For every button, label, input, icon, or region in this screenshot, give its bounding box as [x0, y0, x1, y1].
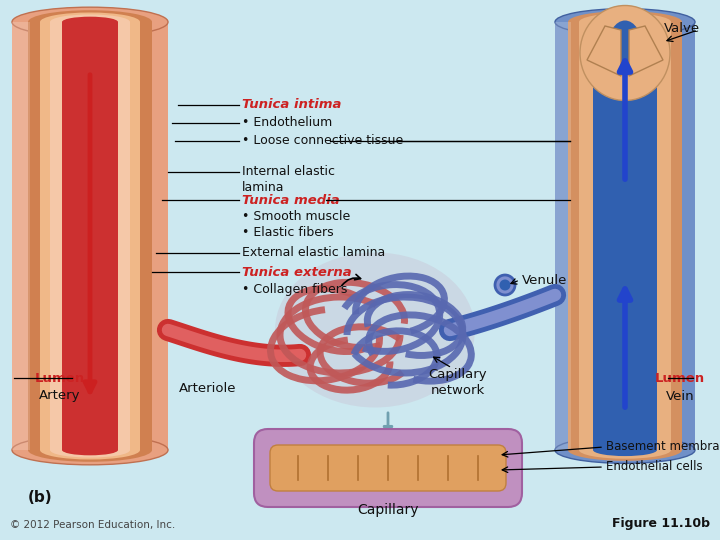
Text: Tunica externa: Tunica externa [242, 266, 352, 279]
Text: Capillary
network: Capillary network [428, 368, 487, 397]
Ellipse shape [62, 17, 118, 28]
Ellipse shape [40, 12, 140, 31]
Polygon shape [629, 26, 663, 76]
Text: • Collagen fibers: • Collagen fibers [242, 282, 347, 295]
Ellipse shape [555, 9, 695, 35]
Bar [50, 22, 130, 450]
FancyBboxPatch shape [270, 445, 506, 491]
Ellipse shape [568, 439, 682, 461]
Ellipse shape [12, 7, 168, 37]
Text: Lumen: Lumen [655, 372, 705, 384]
Bar [28, 22, 152, 450]
Ellipse shape [28, 10, 152, 34]
Text: Internal elastic
lamina: Internal elastic lamina [242, 165, 335, 194]
Text: • Loose connective tissue: • Loose connective tissue [242, 134, 403, 147]
Ellipse shape [50, 442, 130, 457]
Ellipse shape [593, 444, 657, 456]
Ellipse shape [62, 444, 118, 455]
Text: Valve: Valve [664, 22, 700, 35]
Ellipse shape [40, 441, 140, 460]
Ellipse shape [568, 11, 682, 33]
Ellipse shape [555, 437, 695, 463]
FancyBboxPatch shape [254, 429, 522, 507]
Bar [593, 22, 657, 450]
Ellipse shape [608, 21, 642, 76]
Text: • Elastic fibers: • Elastic fibers [242, 226, 333, 240]
Bar [12, 22, 168, 450]
Text: Venule: Venule [522, 273, 567, 287]
Ellipse shape [495, 275, 515, 295]
Text: Endothelial cells: Endothelial cells [606, 461, 703, 474]
Text: External elastic lamina: External elastic lamina [242, 246, 385, 260]
Ellipse shape [50, 15, 130, 30]
Text: Tunica media: Tunica media [242, 193, 340, 206]
Text: Lumen: Lumen [35, 372, 85, 384]
Polygon shape [587, 26, 621, 76]
Text: Figure 11.10b: Figure 11.10b [612, 517, 710, 530]
Bar [579, 22, 671, 450]
Text: Tunica intima: Tunica intima [242, 98, 341, 111]
Ellipse shape [579, 441, 671, 459]
Ellipse shape [275, 253, 475, 408]
Text: • Endothelium: • Endothelium [242, 117, 332, 130]
Bar [62, 22, 118, 450]
Ellipse shape [580, 5, 670, 100]
Ellipse shape [28, 438, 152, 462]
Text: Artery: Artery [40, 389, 81, 402]
Bar [12, 22, 30, 450]
Text: • Smooth muscle: • Smooth muscle [242, 211, 350, 224]
Bar [555, 22, 571, 450]
Ellipse shape [12, 435, 168, 465]
Ellipse shape [593, 16, 657, 28]
Ellipse shape [579, 14, 671, 31]
Bar [40, 22, 140, 450]
Text: (b): (b) [28, 490, 53, 505]
Ellipse shape [500, 280, 510, 291]
Text: Basement membrane: Basement membrane [606, 441, 720, 454]
Text: © 2012 Pearson Education, Inc.: © 2012 Pearson Education, Inc. [10, 520, 175, 530]
Text: Capillary: Capillary [357, 503, 419, 517]
Bar [555, 22, 695, 450]
Text: Vein: Vein [666, 389, 694, 402]
Text: Arteriole: Arteriole [179, 381, 237, 395]
Bar [568, 22, 682, 450]
